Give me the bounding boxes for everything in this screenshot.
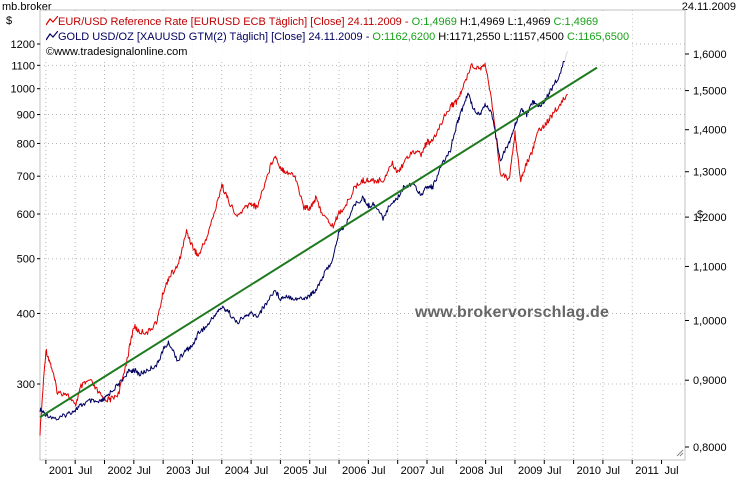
plot-area bbox=[39, 9, 686, 461]
x-axis-tick-label: 2001 bbox=[49, 465, 73, 477]
right-axis-tick-label: 1,1000 bbox=[693, 261, 727, 273]
watermark: www.brokervorschlag.de bbox=[415, 304, 610, 321]
right-axis-tick-label: 1,5000 bbox=[693, 86, 727, 98]
left-axis-tick-label: 800 bbox=[17, 138, 35, 150]
left-axis-tick-label: 1100 bbox=[11, 60, 35, 72]
right-axis-tick-label: 1,0000 bbox=[693, 315, 727, 327]
legend-eur-name: EUR/USD Reference Rate [EURUSD ECB Tägli… bbox=[58, 16, 409, 28]
legend-gold-high: H:1171,2550 bbox=[438, 31, 501, 43]
legend-gold: GOLD USD/OZ [XAUUSD GTM(2) Täglich] [Clo… bbox=[46, 30, 629, 45]
legend-gold-close: C:1165,6500 bbox=[566, 31, 630, 43]
right-axis-tick-label: 1,3000 bbox=[693, 167, 727, 179]
x-axis-tick-label: Jul bbox=[195, 465, 209, 477]
right-axis-tick-label: 0,9000 bbox=[693, 375, 727, 387]
x-axis-tick-label: 2006 bbox=[342, 465, 366, 477]
x-axis-tick-label: 2007 bbox=[401, 465, 425, 477]
x-axis-tick-label: 2009 bbox=[518, 465, 542, 477]
x-axis-tick-label: 2003 bbox=[166, 465, 190, 477]
x-axis-tick-label: Jul bbox=[489, 465, 503, 477]
x-axis-tick-label: 2010 bbox=[577, 465, 601, 477]
legend-eur-high: H:1,4969 bbox=[459, 16, 505, 28]
right-axis-tick-label: 1,6000 bbox=[693, 49, 727, 61]
x-axis-tick-label: Jul bbox=[137, 465, 151, 477]
x-axis-tick-label: Jul bbox=[78, 465, 92, 477]
legend-eur-low: L:1,4969 bbox=[507, 16, 551, 28]
left-axis-tick-label: 1200 bbox=[11, 39, 35, 51]
series-line-icon bbox=[46, 31, 58, 41]
x-axis-tick-label: Jul bbox=[606, 465, 620, 477]
x-axis-tick-label: Jul bbox=[313, 465, 327, 477]
legend-gold-name: GOLD USD/OZ [XAUUSD GTM(2) Täglich] [Clo… bbox=[58, 31, 370, 43]
legend-eur: EUR/USD Reference Rate [EURUSD ECB Tägli… bbox=[46, 15, 629, 30]
legend-eur-open: O:1,4969 bbox=[411, 16, 457, 28]
x-axis-tick-label: Jul bbox=[547, 465, 561, 477]
resize-grip-icon bbox=[676, 449, 684, 457]
x-axis-tick-label: 2011 bbox=[635, 465, 659, 477]
right-axis-unit: $ bbox=[697, 209, 703, 221]
x-axis-tick-label: Jul bbox=[430, 465, 444, 477]
legend: EUR/USD Reference Rate [EURUSD ECB Tägli… bbox=[43, 14, 633, 61]
x-axis-tick-label: Jul bbox=[254, 465, 268, 477]
left-axis-tick-label: 700 bbox=[17, 171, 35, 183]
right-axis-tick-label: 1,2000 bbox=[693, 212, 727, 224]
legend-eur-close: C:1,4969 bbox=[553, 16, 599, 28]
right-axis-tick-label: 1,4000 bbox=[693, 125, 727, 137]
app-label: mb.broker bbox=[2, 1, 52, 13]
left-axis-tick-label: 1000 bbox=[11, 84, 35, 96]
series-line-icon bbox=[46, 16, 58, 26]
date-label: 24.11.2009 bbox=[681, 1, 736, 13]
x-axis-tick-label: 2008 bbox=[459, 465, 483, 477]
eurusd-series-line bbox=[39, 62, 568, 436]
left-axis-tick-label: 400 bbox=[17, 308, 35, 320]
left-axis-tick-label: 300 bbox=[17, 379, 35, 391]
left-axis-tick-label: 600 bbox=[17, 209, 35, 221]
right-axis-tick-label: 0,8000 bbox=[693, 442, 727, 454]
x-axis-tick-label: 2005 bbox=[283, 465, 307, 477]
legend-source: ©www.tradesignalonline.com bbox=[46, 46, 188, 58]
legend-gold-low: L:1157,4500 bbox=[503, 31, 564, 43]
left-axis-unit: $ bbox=[6, 15, 12, 27]
trend-line bbox=[39, 66, 598, 419]
left-axis-tick-label: 900 bbox=[17, 110, 35, 122]
x-axis-tick-label: Jul bbox=[665, 465, 679, 477]
x-axis-tick-label: 2004 bbox=[225, 465, 249, 477]
left-axis-tick-label: 500 bbox=[17, 254, 35, 266]
x-axis-tick-label: 2002 bbox=[108, 465, 132, 477]
x-axis-tick-label: Jul bbox=[371, 465, 385, 477]
gold-series-line bbox=[39, 51, 569, 421]
legend-gold-open: O:1162,6200 bbox=[372, 31, 436, 43]
